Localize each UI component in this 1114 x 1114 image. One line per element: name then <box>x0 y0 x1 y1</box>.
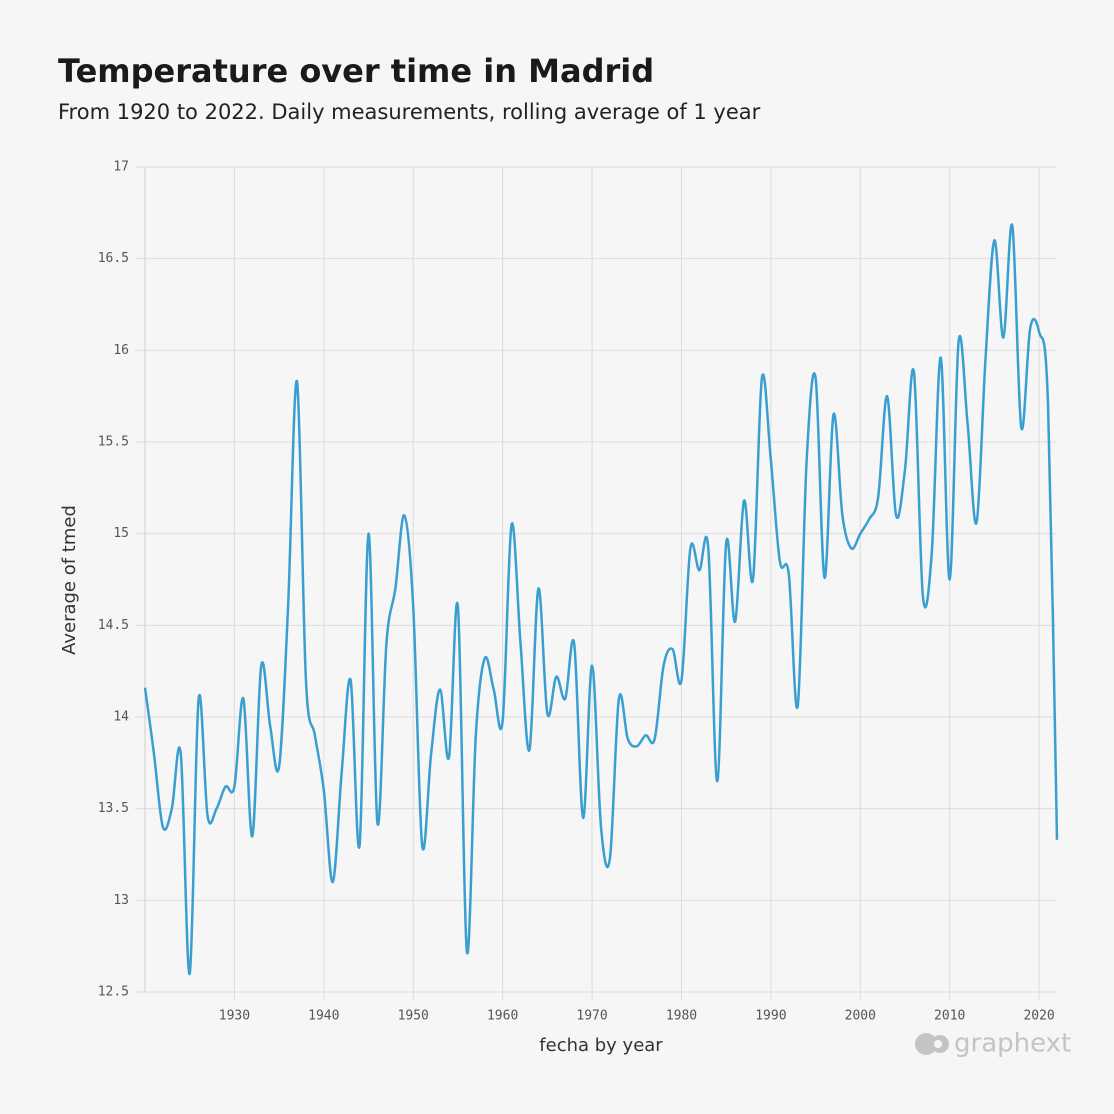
x-tick-label: 2000 <box>845 1009 876 1024</box>
y-tick-label: 16.5 <box>98 251 129 266</box>
chart-title: Temperature over time in Madrid <box>58 52 654 90</box>
logo-icon <box>915 1033 937 1055</box>
x-axis-label: fecha by year <box>539 1035 663 1056</box>
y-tick-label: 14 <box>113 710 129 725</box>
x-tick-label: 1990 <box>755 1009 786 1024</box>
x-tick-label: 2020 <box>1023 1009 1054 1024</box>
y-tick-label: 15 <box>113 526 129 541</box>
chart-subtitle: From 1920 to 2022. Daily measurements, r… <box>58 100 761 124</box>
x-tick-label: 2010 <box>934 1009 965 1024</box>
x-tick-label: 1940 <box>308 1009 339 1024</box>
y-tick-label: 12.5 <box>98 985 129 1000</box>
data-line <box>143 223 1059 975</box>
x-tick-label: 1980 <box>666 1009 697 1024</box>
logo-icon <box>934 1040 942 1048</box>
y-tick-label: 15.5 <box>98 435 129 450</box>
y-tick-label: 13.5 <box>98 801 129 816</box>
x-tick-label: 1930 <box>219 1009 250 1024</box>
y-tick-label: 14.5 <box>98 618 129 633</box>
x-tick-label: 1950 <box>398 1009 429 1024</box>
y-tick-label: 13 <box>113 893 129 908</box>
watermark: graphext <box>954 1029 1071 1059</box>
y-axis-label: Average of tmed <box>59 505 80 655</box>
logo: graphext <box>915 1029 1071 1059</box>
x-tick-label: 1970 <box>576 1009 607 1024</box>
y-tick-label: 16 <box>113 343 129 358</box>
y-tick-label: 17 <box>113 160 129 175</box>
x-tick-label: 1960 <box>487 1009 518 1024</box>
